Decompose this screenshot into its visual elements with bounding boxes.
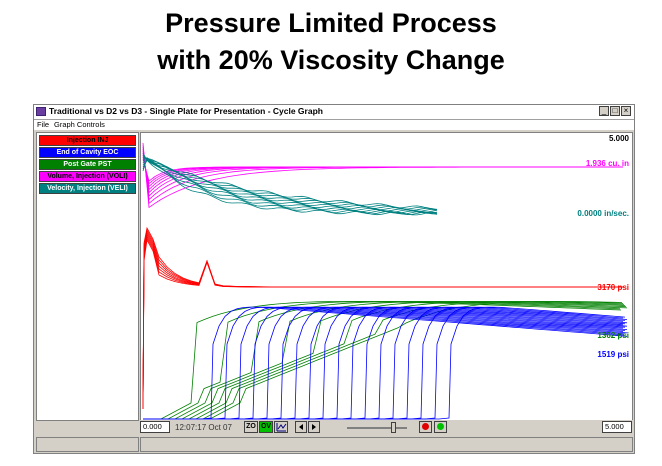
end-of-cavity-trace	[143, 306, 624, 420]
menu-file[interactable]: File	[37, 120, 50, 129]
plot-max-value: 5.000	[609, 134, 630, 143]
previous-cycle-button[interactable]	[295, 421, 307, 433]
end-of-cavity-trace	[143, 306, 626, 420]
end-of-cavity-trace	[143, 306, 628, 420]
end-of-cavity-trace	[143, 306, 626, 420]
volume-readout: 1.936 cu. in	[586, 159, 629, 168]
legend-item-injection[interactable]: Injection INJ	[39, 135, 136, 146]
menu-graph-controls[interactable]: Graph Controls	[54, 120, 105, 129]
end-of-cavity-trace	[143, 306, 628, 420]
zoom-out-button[interactable]: ZO	[244, 421, 258, 433]
cycle-slider-thumb[interactable]	[391, 422, 396, 433]
cycle-graph-svg: 5.000 1.936 cu. in 0.0000 in/sec. 3170 p…	[142, 134, 630, 420]
graph-control-bar: 0.000 12:07:17 Oct 07 ZO OV 5.000	[140, 420, 633, 435]
volume-trace	[142, 154, 623, 188]
velocity-readout: 0.0000 in/sec.	[577, 209, 629, 218]
end-of-cavity-trace	[143, 306, 624, 420]
slide-title-line1: Pressure Limited Process	[165, 8, 497, 38]
injection-readout: 3170 psi	[597, 283, 629, 292]
trace-layer	[142, 142, 628, 420]
velocity-trace	[142, 160, 438, 211]
velocity-trace	[142, 158, 438, 213]
arrow-right-icon	[312, 424, 316, 430]
cycle-graph-window: Traditional vs D2 vs D3 - Single Plate f…	[33, 104, 635, 454]
volume-trace	[142, 146, 623, 201]
volume-trace	[142, 148, 623, 197]
end-of-cavity-trace	[143, 306, 626, 420]
end-of-cavity-trace	[143, 306, 628, 420]
title-bar[interactable]: Traditional vs D2 vs D3 - Single Plate f…	[34, 105, 634, 120]
post-gate-trace	[143, 301, 627, 420]
arrow-left-icon	[299, 424, 303, 430]
end-of-cavity-trace	[143, 306, 624, 420]
end-of-cavity-trace	[143, 306, 624, 420]
cycle-slider-track[interactable]	[347, 427, 407, 429]
end-of-cavity-trace	[143, 306, 626, 420]
injection-trace	[142, 226, 623, 410]
chart-settings-button[interactable]	[274, 421, 288, 433]
post-gate-readout: 1362 psi	[597, 331, 629, 340]
post-gate-trace	[143, 301, 625, 420]
window-title: Traditional vs D2 vs D3 - Single Plate f…	[49, 106, 323, 116]
end-of-cavity-trace	[143, 306, 624, 420]
maximize-button[interactable]: □	[610, 106, 620, 116]
end-of-cavity-trace	[143, 306, 626, 420]
cycle-timestamp: 12:07:17 Oct 07	[175, 423, 232, 432]
legend-item-velocity-injection[interactable]: Velocity, Injection (VELI)	[39, 183, 136, 194]
next-cycle-button[interactable]	[308, 421, 320, 433]
end-of-cavity-trace	[143, 306, 624, 420]
overlay-button[interactable]: OV	[259, 421, 273, 433]
end-of-cavity-trace	[143, 306, 628, 420]
legend-item-end-of-cavity[interactable]: End of Cavity EOC	[39, 147, 136, 158]
menu-bar: File Graph Controls	[34, 120, 634, 130]
x-max-field[interactable]: 5.000	[602, 421, 632, 433]
record-green-icon	[437, 423, 444, 430]
close-button[interactable]: ×	[621, 106, 631, 116]
post-gate-trace	[143, 301, 626, 420]
status-pane-left	[36, 437, 139, 452]
slide-title-line2: with 20% Viscosity Change	[157, 45, 505, 75]
app-icon	[36, 107, 46, 116]
cycle-graph-plot[interactable]: 5.000 1.936 cu. in 0.0000 in/sec. 3170 p…	[140, 132, 633, 421]
velocity-trace	[142, 157, 438, 211]
volume-trace	[142, 158, 623, 182]
record-button[interactable]	[419, 421, 432, 433]
status-pane-right	[140, 437, 633, 452]
end-of-cavity-readout: 1519 psi	[597, 350, 629, 359]
x-min-field[interactable]: 0.000	[140, 421, 170, 433]
go-button[interactable]	[434, 421, 447, 433]
legend-item-volume-injection[interactable]: Volume, Injection (VOLI)	[39, 171, 136, 182]
legend-item-post-gate[interactable]: Post Gate PST	[39, 159, 136, 170]
velocity-trace	[142, 157, 438, 214]
minimize-button[interactable]: _	[599, 106, 609, 116]
legend-panel: Injection INJ End of Cavity EOC Post Gat…	[36, 132, 139, 421]
record-red-icon	[422, 423, 429, 430]
chart-icon	[276, 423, 287, 432]
injection-trace	[142, 238, 623, 410]
injection-trace	[142, 228, 623, 410]
end-of-cavity-trace	[143, 306, 628, 420]
